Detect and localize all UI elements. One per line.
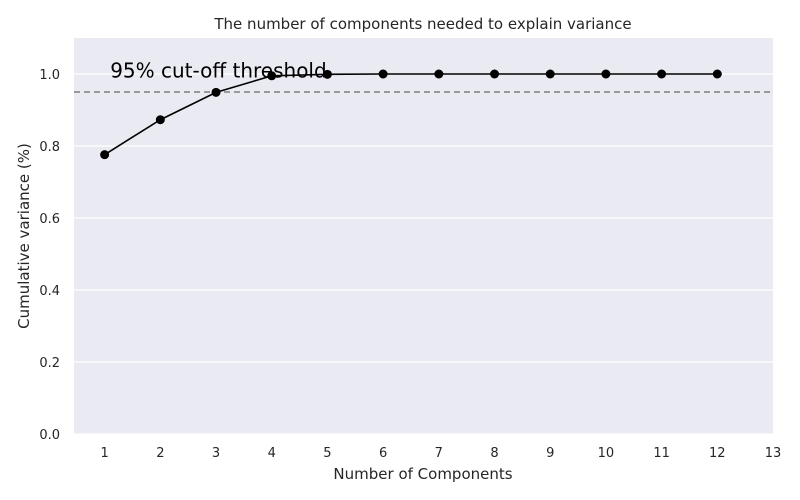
data-point [100,150,110,160]
data-point [545,69,555,79]
data-point [155,115,165,125]
x-tick-label: 3 [212,446,220,461]
x-tick-label: 9 [546,446,554,461]
x-tick-label: 6 [379,446,387,461]
data-point [657,69,667,79]
y-tick-label: 0.6 [39,212,60,227]
x-tick-label: 10 [598,446,615,461]
x-tick-labels: 1 2 3 4 5 6 7 8 9 10 11 12 13 [100,446,781,461]
threshold-annotation: 95% cut-off threshold [110,59,326,83]
y-tick-label: 1.0 [39,68,60,83]
data-point [322,69,332,79]
x-tick-label: 5 [323,446,331,461]
y-tick-label: 0.4 [39,284,60,299]
x-tick-label: 4 [268,446,276,461]
data-point [211,87,221,97]
y-tick-label: 0.8 [39,140,60,155]
y-axis-label: Cumulative variance (%) [15,143,33,329]
x-axis-label: Number of Components [333,465,512,483]
y-tick-label: 0.2 [39,356,60,371]
series-layer [100,69,722,160]
data-point [601,69,611,79]
data-point [712,69,722,79]
x-tick-label: 2 [156,446,164,461]
x-tick-label: 11 [653,446,670,461]
x-tick-label: 13 [765,446,782,461]
plot-area [74,38,773,434]
x-tick-label: 7 [435,446,443,461]
x-tick-label: 8 [490,446,498,461]
data-point [490,69,500,79]
series-line [104,73,718,156]
data-point [434,69,444,79]
x-tick-label: 12 [709,446,726,461]
y-tick-label: 0.0 [39,428,60,443]
data-point [378,69,388,79]
chart-title: The number of components needed to expla… [213,15,631,33]
x-tick-label: 1 [100,446,108,461]
y-tick-labels: 0.0 0.2 0.4 0.6 0.8 1.0 [39,68,60,443]
data-point [267,71,277,81]
